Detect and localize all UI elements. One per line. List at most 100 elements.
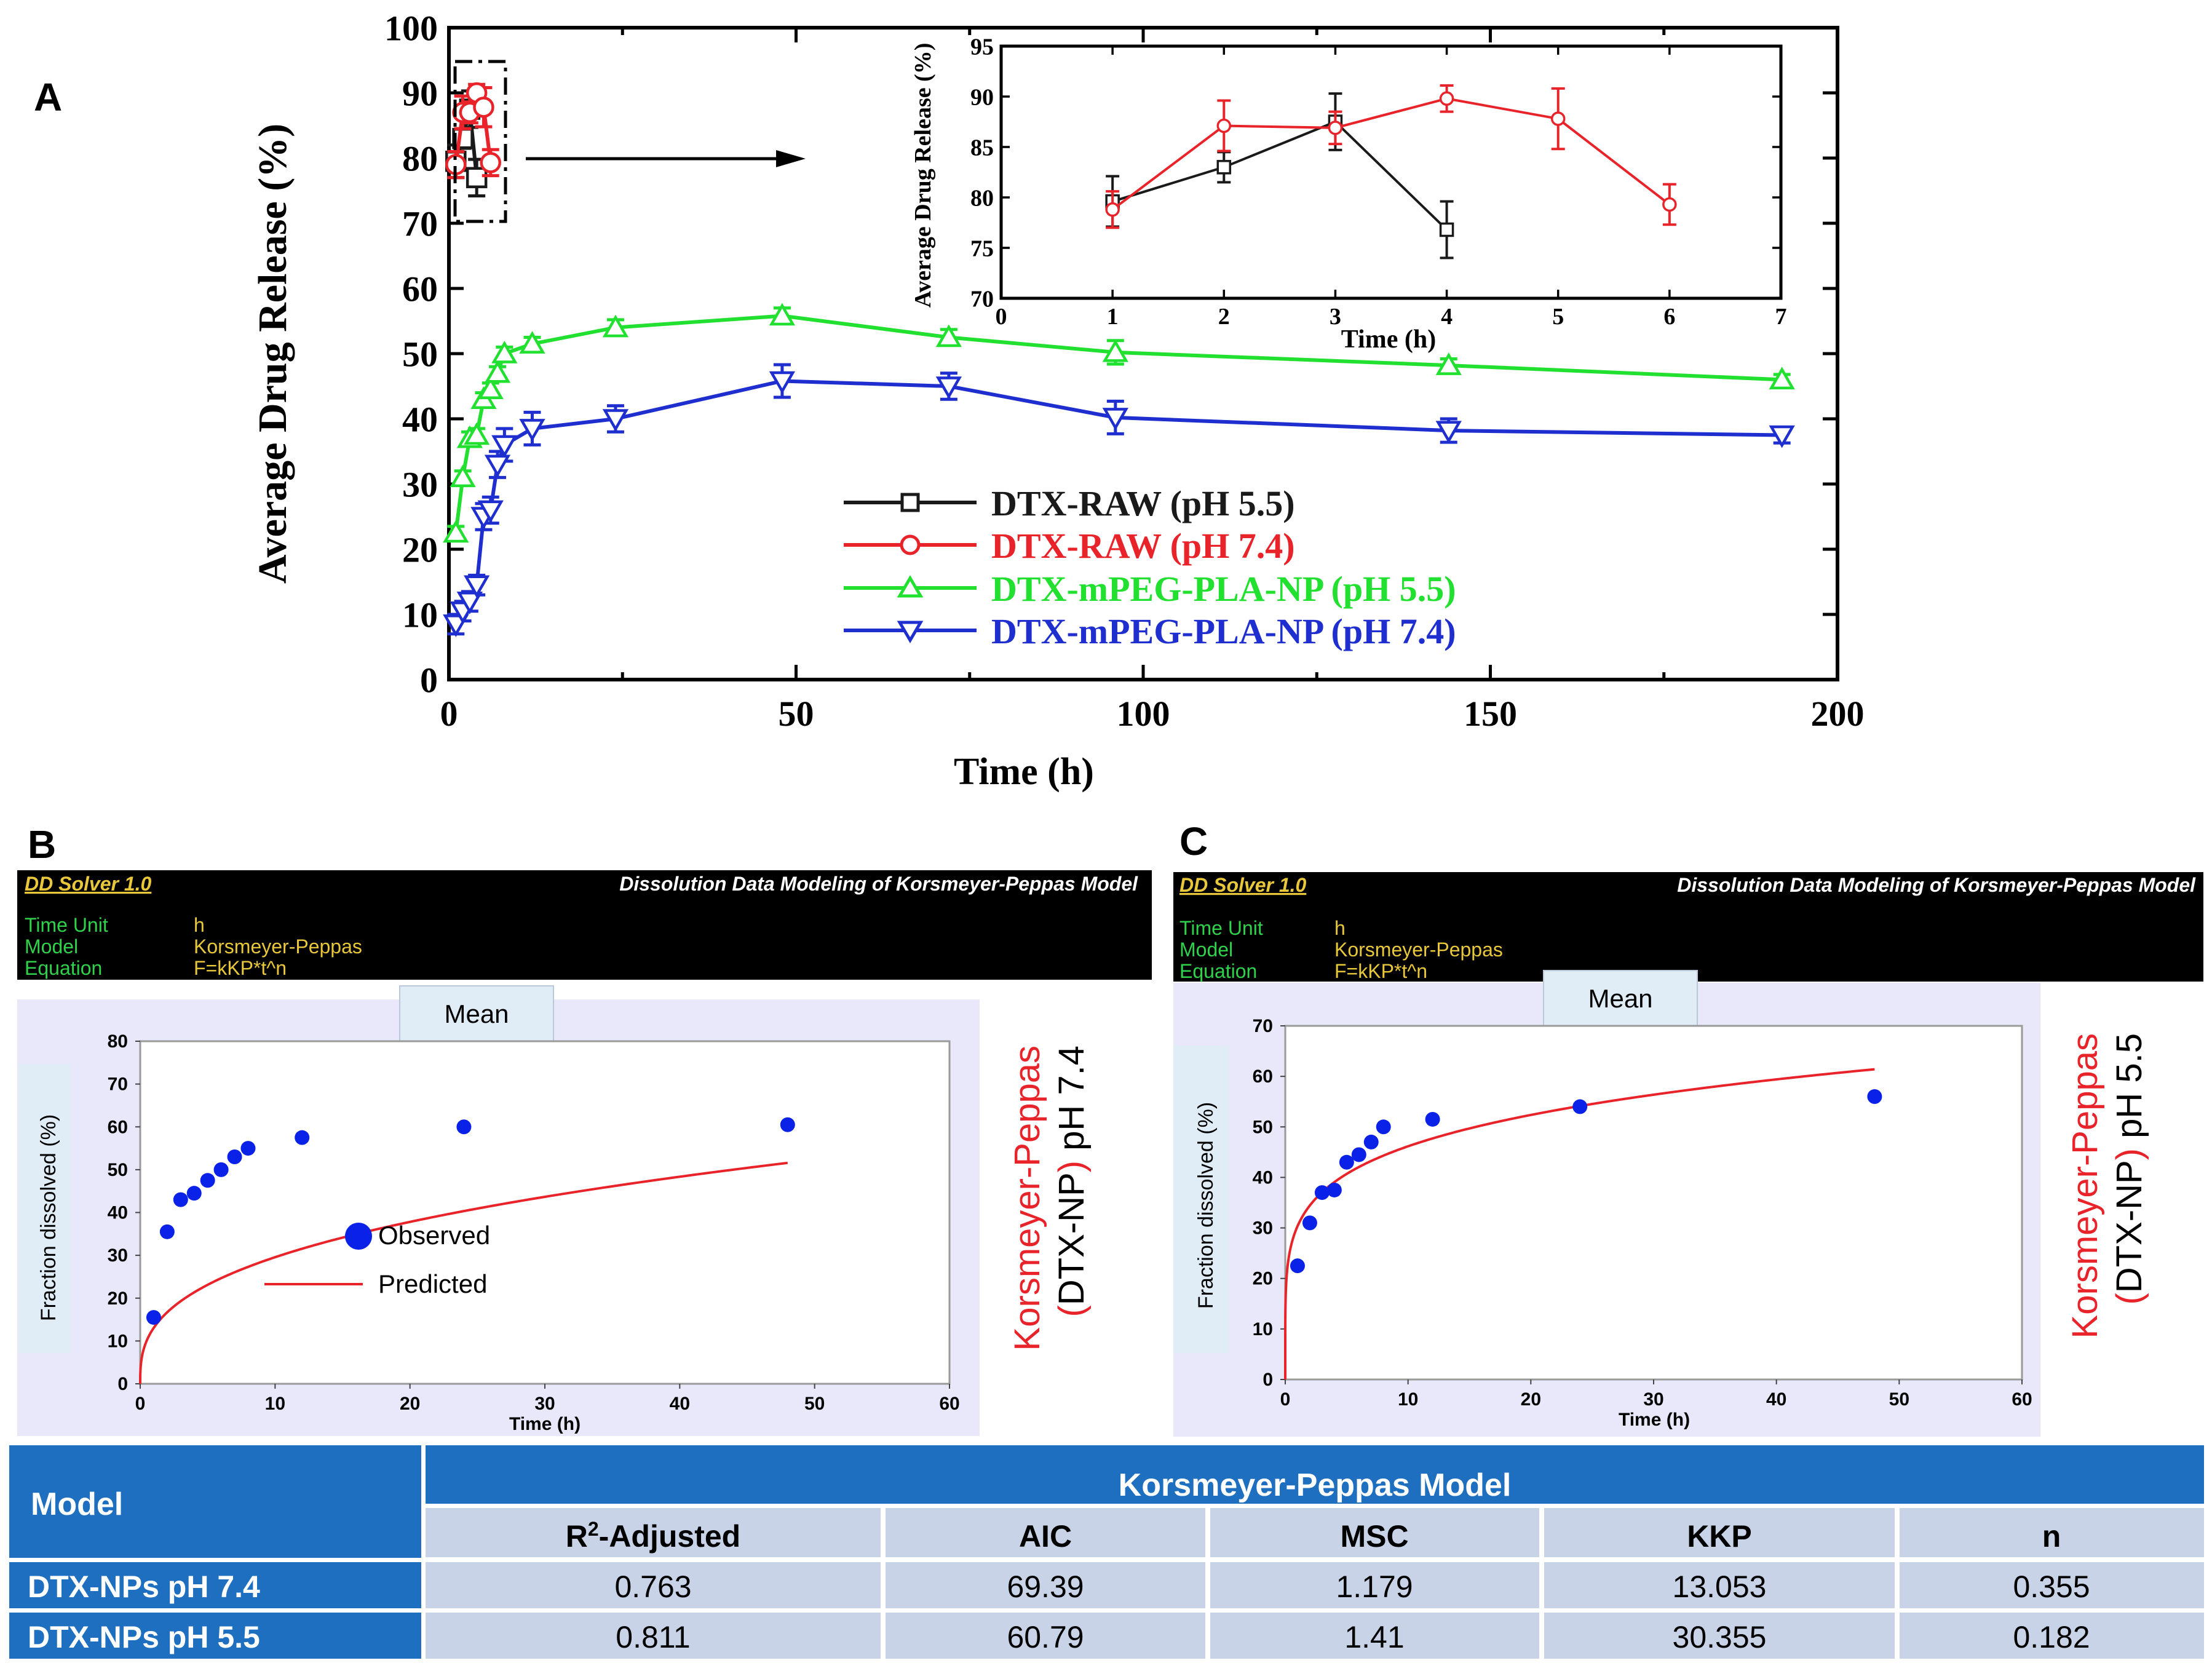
data-point (769, 303, 796, 326)
inset-chart: 0 1 2 3 4 5 6 7 70 75 80 85 90 95 Time (h) Average Dr… (910, 34, 1787, 354)
legend-observed-marker (345, 1223, 372, 1250)
side-label-c-ph: pH 5.5 (2109, 1033, 2149, 1148)
table-cell-kkp: 30.355 (1673, 1620, 1767, 1654)
y-tick-label: 30 (402, 464, 438, 504)
legend-observed-label: Observed (378, 1221, 490, 1250)
chart-b-axes: 0 10 20 30 40 50 60 0 10 20 30 40 50 60 70 80 (108, 1031, 960, 1414)
main-x-axis-title: Time (h) (954, 751, 1094, 793)
table-col-header-cell (886, 1508, 1205, 1557)
observed-point (1314, 1185, 1330, 1201)
ddsolver-value-time-unit: h (194, 914, 205, 936)
side-label-b-paren-close: ) (1052, 1161, 1092, 1172)
x-tick-label: 10 (265, 1394, 285, 1414)
y-tick-label: 30 (108, 1245, 128, 1266)
data-point (464, 422, 490, 445)
y-tick-label: 40 (402, 399, 438, 439)
data-point (464, 575, 490, 598)
data-point (1216, 118, 1232, 133)
x-tick-label: 0 (996, 304, 1007, 330)
y-tick-label: 40 (108, 1203, 128, 1223)
legend-marker-square (900, 493, 920, 512)
x-tick-label: 20 (400, 1394, 420, 1414)
x-tick-label: 6 (1663, 304, 1675, 330)
y-tick-label: 40 (1253, 1167, 1273, 1188)
x-tick-label: 40 (670, 1394, 690, 1414)
inset-axes: 0 1 2 3 4 5 6 7 70 75 80 85 90 95 (970, 34, 1787, 330)
table-col-n: n (2042, 1519, 2061, 1554)
data-point (1216, 160, 1232, 175)
data-point (519, 419, 545, 442)
panel-label-b: B (28, 822, 56, 867)
observed-point (295, 1130, 310, 1145)
table-col-kkp: KKP (1687, 1519, 1752, 1554)
y-tick-label: 50 (108, 1160, 128, 1180)
x-tick-label: 50 (779, 694, 814, 734)
data-point (519, 331, 545, 354)
observed-point (456, 1119, 472, 1135)
side-label-b: Korsmeyer-Peppas (DTX-NP) pH 7.4 (1007, 1046, 1092, 1351)
x-tick-label: 200 (1811, 694, 1865, 734)
side-label-c-line1: Korsmeyer-Peppas (2065, 1033, 2105, 1338)
y-tick-label: 60 (1253, 1066, 1273, 1087)
observed-point (1867, 1089, 1882, 1104)
series-line (1112, 120, 1448, 231)
y-tick-label: 10 (1253, 1319, 1273, 1340)
chart-c: Mean Fraction dissolved (%) Time (h) 0 10… (1173, 970, 2040, 1437)
observed-point (200, 1173, 215, 1188)
ddsolver-label-model: Model (25, 935, 78, 958)
ddsolver-value-equation: F=kKP*t^n (1334, 960, 1427, 982)
legend-marker-circle (900, 534, 921, 555)
table-row-model: DTX-NPs pH 5.5 (28, 1620, 260, 1654)
x-tick-label: 60 (939, 1394, 959, 1414)
table-cell-kkp: 13.053 (1673, 1570, 1767, 1604)
y-tick-label: 70 (402, 204, 438, 244)
legend-item-dtx-raw-ph74: DTX-RAW (pH 7.4) (844, 526, 1295, 566)
data-point (484, 454, 511, 478)
side-label-b-ph: pH 7.4 (1052, 1046, 1092, 1161)
data-point (769, 371, 796, 394)
side-label-b-dtx-np: DTX-NP (1052, 1172, 1092, 1305)
zoom-arrow-head (776, 150, 806, 167)
x-tick-label: 0 (1280, 1389, 1291, 1410)
data-point (1102, 408, 1128, 431)
data-point (1435, 352, 1462, 375)
side-label-c-paren-open: ( (2109, 1293, 2149, 1304)
y-tick-label: 70 (108, 1074, 128, 1095)
chart-c-axes: 0 10 20 30 40 50 60 0 10 20 30 40 50 60 70 (1253, 1016, 2032, 1410)
chart-b-legend: Observed Predicted (264, 1221, 490, 1298)
inset-x-axis-title: Time (h) (1341, 325, 1436, 354)
data-point (1550, 111, 1566, 126)
x-tick-label: 50 (1889, 1389, 1909, 1410)
side-label-c-line2: (DTX-NP) pH 5.5 (2109, 1033, 2149, 1305)
y-tick-label: 90 (402, 73, 438, 113)
observed-point (1290, 1258, 1305, 1274)
y-tick-label: 95 (970, 34, 994, 60)
data-point (1102, 339, 1128, 362)
chart-c-y-axis-title: Fraction dissolved (%) (1194, 1102, 1218, 1309)
legend-item-dtx-np-ph55: DTX-mPEG-PLA-NP (pH 5.5) (844, 569, 1456, 609)
table-col-msc: MSC (1340, 1519, 1408, 1554)
chart-b-x-axis-title: Time (h) (509, 1414, 581, 1434)
data-point (1439, 91, 1454, 106)
observed-point (1425, 1111, 1440, 1127)
y-tick-label: 75 (970, 236, 994, 261)
series-line (1111, 97, 1671, 211)
y-tick-label: 30 (1253, 1218, 1273, 1239)
main-y-axis-title: Average Drug Release (%) (250, 124, 295, 584)
x-tick-label: 50 (804, 1394, 825, 1414)
observed-point (227, 1149, 242, 1164)
observed-point (1572, 1099, 1588, 1114)
ddsolver-black-bar (1173, 872, 2203, 982)
data-point (477, 500, 504, 523)
data-point (1769, 367, 1795, 390)
table-cell-aic: 60.79 (1007, 1620, 1084, 1654)
y-tick-label: 80 (970, 185, 994, 211)
table-cell-msc: 1.41 (1344, 1620, 1404, 1654)
y-tick-label: 0 (1263, 1370, 1273, 1390)
observed-point (146, 1310, 161, 1325)
ddsolver-label-model: Model (1179, 939, 1233, 961)
ddsolver-label-time-unit: Time Unit (1179, 917, 1263, 939)
y-tick-label: 20 (1253, 1269, 1273, 1289)
ddsolver-black-bar (17, 870, 1152, 980)
